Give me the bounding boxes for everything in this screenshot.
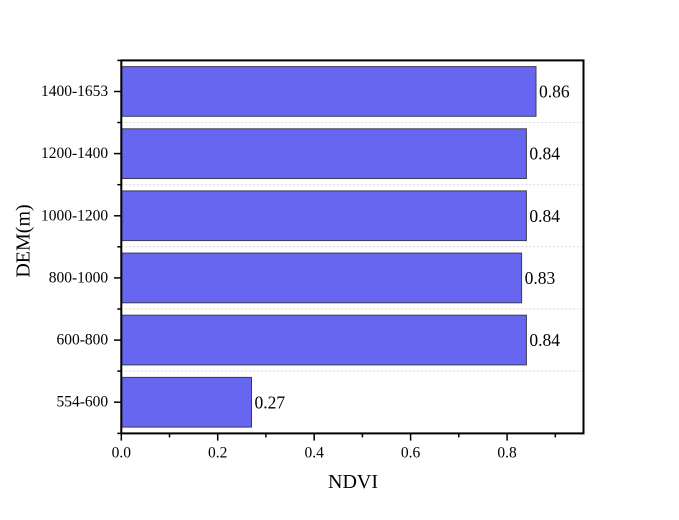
svg-text:0.8: 0.8	[497, 445, 517, 462]
svg-text:0.27: 0.27	[255, 392, 286, 412]
svg-text:0.84: 0.84	[529, 144, 560, 164]
svg-text:0.86: 0.86	[539, 82, 570, 102]
svg-text:NDVI: NDVI	[328, 471, 378, 493]
svg-text:1000-1200: 1000-1200	[41, 207, 108, 224]
svg-text:DEM(m): DEM(m)	[12, 204, 34, 277]
svg-text:0.0: 0.0	[112, 445, 132, 462]
svg-text:0.6: 0.6	[401, 445, 421, 462]
svg-text:0.83: 0.83	[525, 268, 556, 288]
svg-text:1200-1400: 1200-1400	[41, 145, 108, 162]
svg-text:0.84: 0.84	[529, 206, 560, 226]
svg-text:800-1000: 800-1000	[49, 269, 109, 286]
svg-text:1400-1653: 1400-1653	[41, 83, 108, 100]
svg-text:0.84: 0.84	[529, 330, 560, 350]
svg-text:554-600: 554-600	[57, 394, 109, 411]
svg-text:600-800: 600-800	[57, 332, 109, 349]
svg-text:0.2: 0.2	[208, 445, 227, 462]
svg-text:0.4: 0.4	[305, 445, 325, 462]
